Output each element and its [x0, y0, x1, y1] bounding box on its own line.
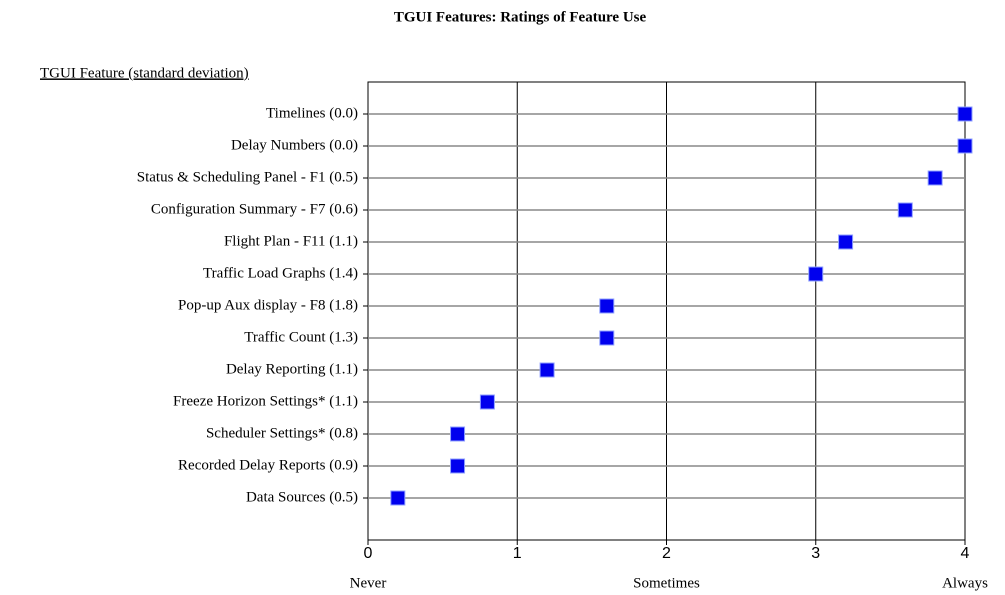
y-tick-label: Pop-up Aux display - F8 (1.8)	[178, 297, 358, 313]
y-tick-label: Traffic Load Graphs (1.4)	[203, 265, 358, 281]
y-axis-label: TGUI Feature (standard deviation)	[40, 65, 249, 81]
marker	[897, 202, 913, 218]
y-tick-label: Delay Reporting (1.1)	[226, 361, 358, 377]
y-tick-label: Scheduler Settings* (0.8)	[206, 425, 358, 441]
marker	[539, 362, 555, 378]
y-tick-label: Traffic Count (1.3)	[244, 329, 358, 345]
scale-label: Never	[350, 575, 387, 591]
marker	[599, 330, 615, 346]
x-tick-label: 2	[662, 545, 671, 562]
y-tick-label: Recorded Delay Reports (0.9)	[178, 457, 358, 473]
marker	[957, 138, 973, 154]
marker	[390, 490, 406, 506]
y-tick-label: Status & Scheduling Panel - F1 (0.5)	[137, 169, 358, 185]
chart-title: TGUI Features: Ratings of Feature Use	[394, 9, 647, 25]
y-tick-label: Delay Numbers (0.0)	[231, 137, 358, 153]
marker	[808, 266, 824, 282]
scale-label: Sometimes	[633, 575, 700, 591]
marker	[450, 458, 466, 474]
x-tick-label: 3	[811, 545, 820, 562]
y-tick-label: Data Sources (0.5)	[246, 489, 358, 505]
y-tick-label: Flight Plan - F11 (1.1)	[224, 233, 358, 249]
marker	[927, 170, 943, 186]
y-tick-label: Timelines (0.0)	[266, 105, 358, 121]
marker	[838, 234, 854, 250]
marker	[479, 394, 495, 410]
marker	[957, 106, 973, 122]
x-tick-label: 4	[961, 545, 970, 562]
scale-label: Always	[942, 575, 988, 591]
y-tick-label: Freeze Horizon Settings* (1.1)	[173, 393, 358, 409]
y-tick-label: Configuration Summary - F7 (0.6)	[151, 201, 358, 217]
x-tick-label: 0	[364, 545, 373, 562]
x-tick-label: 1	[513, 545, 522, 562]
marker	[450, 426, 466, 442]
marker	[599, 298, 615, 314]
